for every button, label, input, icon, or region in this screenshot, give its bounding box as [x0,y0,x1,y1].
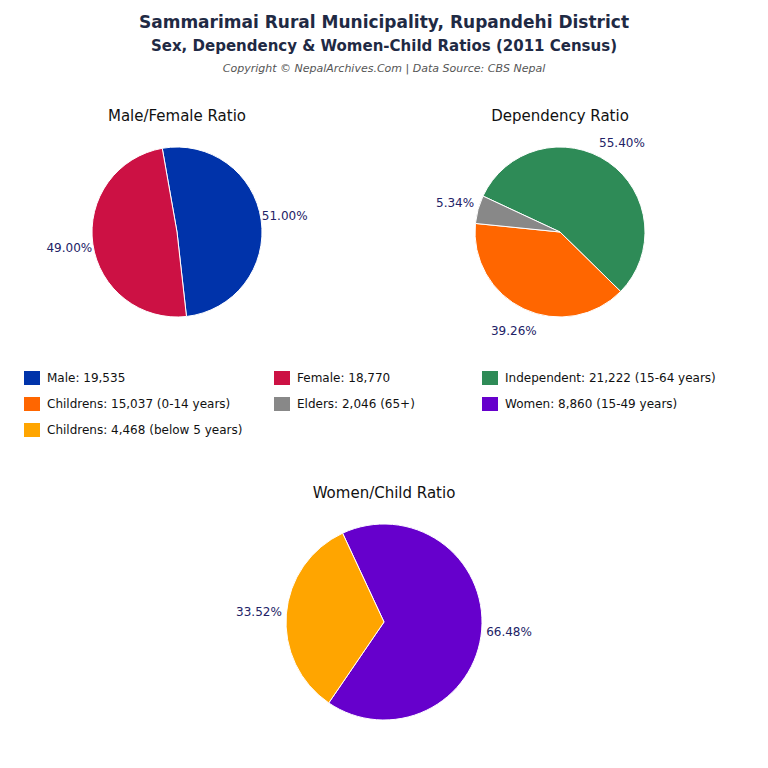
legend-swatch [482,371,498,385]
legend-entry: Women: 8,860 (15-49 years) [505,397,677,411]
annotation: Copyright © NepalArchives.Com | Data Sou… [223,62,545,75]
legend-swatch [274,371,290,385]
legend-entry: Childrens: 4,468 (below 5 years) [47,423,242,437]
data-label: 33.52% [236,605,282,619]
data-label: 49.00% [46,241,92,255]
legend: Male: 19,535 Female: 18,770 Independent: 2… [24,371,716,437]
data-label: 66.48% [486,625,532,639]
data-label: 5.34% [436,196,474,210]
data-label: 55.40% [599,136,645,150]
legend-swatch [24,423,40,437]
pie-title: Male/Female Ratio [108,107,246,125]
subtitle: Sex, Dependency & Women-Child Ratios (20… [151,37,617,55]
pie-slice [475,196,560,232]
pie [286,524,482,720]
pie-title: Dependency Ratio [491,107,629,125]
title: Sammarimai Rural Municipality, Rupandehi… [139,12,629,32]
pie [475,147,645,317]
legend-entry: Elders: 2,046 (65+) [297,397,415,411]
chart: Sammarimai Rural Municipality, Rupandehi… [0,0,768,768]
legend-entry: Male: 19,535 [47,371,125,385]
pie-title: Women/Child Ratio [313,484,456,502]
pie-slice [286,533,384,703]
pie [92,147,262,317]
legend-swatch [274,397,290,411]
legend-swatch [24,371,40,385]
legend-swatch [24,397,40,411]
data-label: 51.00% [262,209,308,223]
data-label: 39.26% [491,324,537,338]
legend-entry: Childrens: 15,037 (0-14 years) [47,397,230,411]
pie-slice [475,223,621,317]
legend-entry: Female: 18,770 [297,371,390,385]
legend-swatch [482,397,498,411]
pie-slice [92,148,186,317]
legend-entry: Independent: 21,222 (15-64 years) [505,371,716,385]
